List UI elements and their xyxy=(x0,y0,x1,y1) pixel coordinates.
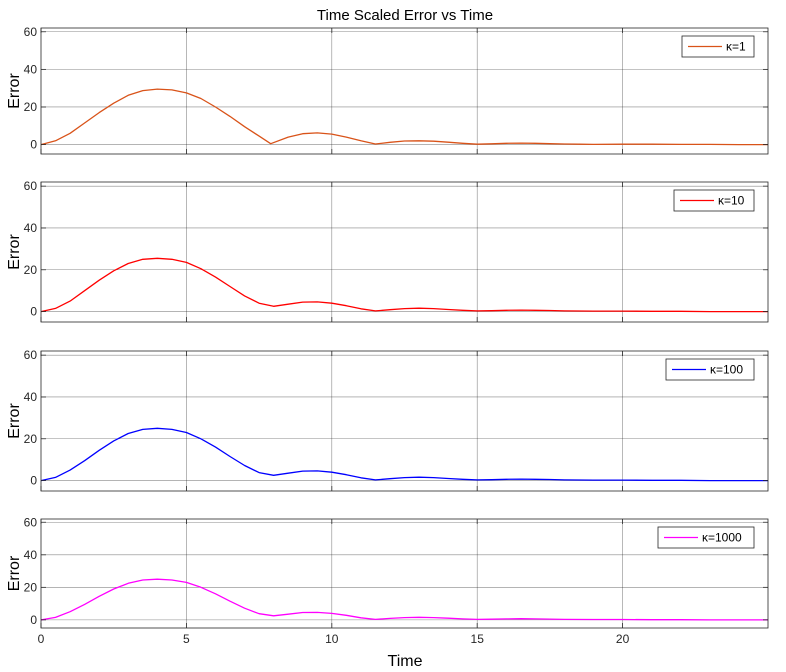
legend-box xyxy=(657,526,755,549)
y-tick-label: 40 xyxy=(24,221,38,235)
y-tick-label: 60 xyxy=(24,25,38,39)
series-line-2-1 xyxy=(40,257,768,313)
y-axis-title: Error xyxy=(6,555,23,591)
plot-area xyxy=(41,182,768,322)
legend-label: κ=10 xyxy=(718,194,745,208)
legend-box xyxy=(665,358,755,381)
legend-label: κ=1000 xyxy=(702,531,742,545)
axes-box xyxy=(40,350,769,492)
y-tick-label: 0 xyxy=(30,305,37,319)
plot-area xyxy=(41,519,768,628)
legend-label: κ=100 xyxy=(710,363,743,377)
legend: κ=1 xyxy=(681,35,755,58)
subplot-2: 0 20 40 60 Error κ=10 xyxy=(6,179,769,323)
x-tick-label: 20 xyxy=(616,632,630,646)
y-tick-label: 20 xyxy=(24,263,38,277)
y-tick-label: 0 xyxy=(30,474,37,488)
y-axis-title: Error xyxy=(6,73,23,109)
subplot-3: 0 20 40 60 Error κ=100 xyxy=(6,348,769,492)
y-tick-label: 20 xyxy=(24,580,38,594)
figure-title: Time Scaled Error vs Time xyxy=(317,7,493,24)
axes-box xyxy=(40,518,769,629)
series-line-1-1 xyxy=(40,88,768,146)
y-tick-label: 20 xyxy=(24,100,38,114)
y-tick-label: 60 xyxy=(24,515,38,529)
legend: κ=1000 xyxy=(657,526,755,549)
plot-area xyxy=(41,28,768,154)
series-line-3-1 xyxy=(40,427,768,482)
plot-area xyxy=(41,351,768,491)
y-tick-label: 40 xyxy=(24,62,38,76)
y-tick-label: 40 xyxy=(24,390,38,404)
axes-box xyxy=(40,181,769,323)
subplot-1: 0 20 40 60 Error κ=1 xyxy=(6,25,769,155)
x-tick-label: 15 xyxy=(471,632,485,646)
y-tick-label: 0 xyxy=(30,138,37,152)
y-tick-label: 0 xyxy=(30,613,37,627)
y-axis-title: Error xyxy=(6,403,23,439)
x-tick-label: 10 xyxy=(325,632,339,646)
axes-box xyxy=(40,27,769,155)
y-tick-label: 20 xyxy=(24,432,38,446)
legend: κ=10 xyxy=(673,189,755,212)
x-tick-label: 5 xyxy=(183,632,190,646)
y-tick-label: 60 xyxy=(24,179,38,193)
y-axis-title: Error xyxy=(6,234,23,270)
y-tick-label: 60 xyxy=(24,348,38,362)
x-tick-label: 0 xyxy=(38,632,45,646)
subplots: 0204060Errorκ=10204060Errorκ=100204060Er… xyxy=(6,25,769,646)
series-line-4-1 xyxy=(40,578,768,621)
legend-label: κ=1 xyxy=(726,40,746,54)
x-axis-title: Time xyxy=(388,653,423,670)
legend: κ=100 xyxy=(665,358,755,381)
y-tick-label: 40 xyxy=(24,548,38,562)
